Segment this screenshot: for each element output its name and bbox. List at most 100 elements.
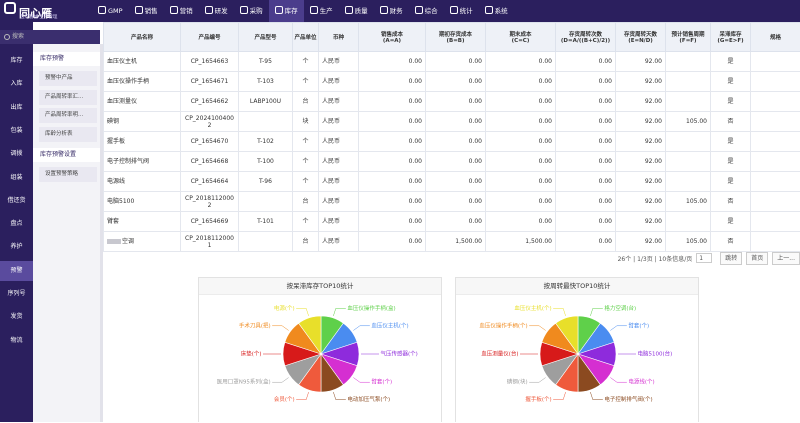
table-cell: 92.00 (616, 72, 666, 92)
page-input[interactable]: 1 (696, 253, 712, 263)
table-cell: CP_1654663 (181, 52, 239, 72)
prev-button[interactable]: 上一... (772, 252, 800, 265)
table-cell: 0.00 (486, 132, 556, 152)
slice-label: 床垫(个) (241, 350, 262, 358)
submenu-item[interactable]: 产品周转率明... (39, 108, 97, 123)
column-header: 期末成本 (C=C) (486, 23, 556, 52)
nav-item[interactable]: 财务 (374, 0, 409, 22)
submenu-item[interactable]: 预警中产品 (39, 71, 97, 86)
chart-card: 按周转最快TOP10统计格力空调(台)臂套(个)电脑5100(台)电源线(个)电… (455, 277, 699, 422)
search-box[interactable]: 搜索 (0, 30, 100, 44)
slice-label: 握手板(个) (525, 395, 551, 403)
table-cell: 1,500.00 (486, 232, 556, 252)
table-cell: CP_20241004002 (181, 112, 239, 132)
nav-label: 研发 (215, 7, 228, 15)
sidebar-item[interactable]: 出库 (0, 98, 33, 118)
table-cell (751, 72, 800, 92)
table-cell (751, 112, 800, 132)
chart-card: 按呆滞库存TOP10统计血压仪操作手柄(盒)血压仪主机(个)气压传感器(个)臂套… (198, 277, 442, 422)
table-cell: 是 (711, 92, 751, 112)
leader-line (333, 392, 345, 400)
table-cell: T-100 (239, 152, 293, 172)
table-cell: 否 (711, 192, 751, 212)
submenu-item[interactable]: 产品周转率汇... (39, 90, 97, 105)
submenu-item[interactable]: 库龄分析表 (39, 127, 97, 142)
nav-item[interactable]: 营销 (164, 0, 199, 22)
sidebar-item[interactable]: 组装 (0, 168, 33, 188)
nav-item[interactable]: 研发 (199, 0, 234, 22)
table-cell: 0.00 (556, 192, 616, 212)
table-cell: CP_1654668 (181, 152, 239, 172)
sidebar-item[interactable]: 库存 (0, 51, 33, 71)
table-cell: LABP100U (239, 92, 293, 112)
table-cell (751, 92, 800, 112)
slice-label: 血压测量仪(台) (481, 350, 518, 358)
table-cell: 人民币 (319, 112, 359, 132)
nav-label: GMP (108, 7, 123, 15)
nav-item[interactable]: 生产 (304, 0, 339, 22)
sidebar-item[interactable]: 包装 (0, 121, 33, 141)
submenu-group[interactable]: 库存预警设置 (33, 148, 100, 162)
table-cell: 人民币 (319, 212, 359, 232)
leader-line (610, 378, 626, 383)
table-cell: CP_1654664 (181, 172, 239, 192)
sidebar-item[interactable]: 养护 (0, 237, 33, 257)
table-cell: 是 (711, 152, 751, 172)
column-header: 产品型号 (239, 23, 293, 52)
sidebar-item[interactable]: 物流 (0, 331, 33, 351)
slice-label: 臂套(个) (628, 321, 649, 329)
table-cell: 92.00 (616, 192, 666, 212)
table-cell: 0.00 (426, 152, 486, 172)
nav-item[interactable]: 质量 (339, 0, 374, 22)
table-cell: 电子控制排气阀 (104, 152, 181, 172)
slice-label: 血压仪主机(个) (514, 304, 551, 312)
sidebar-item[interactable]: 调拨 (0, 144, 33, 164)
nav-icon (310, 6, 318, 14)
nav-item[interactable]: GMP (92, 0, 129, 22)
table-cell: 0.00 (486, 52, 556, 72)
table-cell: 个 (293, 212, 319, 232)
nav-label: 质量 (355, 7, 368, 15)
column-header: 产品编号 (181, 23, 239, 52)
nav-item[interactable]: 系统 (479, 0, 514, 22)
sidebar: 库存入库出库包装调拨组装借还货盘点养护预警序列号发货物流 (0, 22, 33, 422)
top-bar: 同心雁医疗器械·生产管理 GMP 销售营销 研发采购库存生产 质量财务 综合统计系统 (0, 0, 800, 22)
sidebar-item[interactable]: 入库 (0, 74, 33, 94)
table-cell: 人民币 (319, 72, 359, 92)
column-header: 存货周转天数 (E=N/D) (616, 23, 666, 52)
table-cell: 92.00 (616, 172, 666, 192)
table-cell (666, 212, 711, 232)
jump-button[interactable]: 跳转 (720, 252, 742, 265)
table-cell: T-95 (239, 52, 293, 72)
submenu-item[interactable]: 设置预警策略 (39, 167, 97, 182)
table-cell: 是 (711, 72, 751, 92)
logo[interactable]: 同心雁医疗器械·生产管理 (4, 2, 52, 21)
table-cell: 人民币 (319, 92, 359, 112)
slice-label: 电子控制排气阀(个) (604, 395, 652, 403)
sidebar-item[interactable]: 序列号 (0, 284, 33, 304)
table-cell: 0.00 (359, 152, 426, 172)
sidebar-item[interactable]: 发货 (0, 307, 33, 327)
nav-item[interactable]: 综合 (409, 0, 444, 22)
column-header: 产品单位 (293, 23, 319, 52)
sidebar-item[interactable]: 盘点 (0, 214, 33, 234)
nav-item[interactable]: 库存 (269, 0, 304, 22)
table-cell: 92.00 (616, 52, 666, 72)
table-cell: 0.00 (556, 172, 616, 192)
submenu-group[interactable]: 库存预警 (33, 52, 100, 66)
table-cell: 个 (293, 72, 319, 92)
nav-item[interactable]: 销售 (129, 0, 164, 22)
first-button[interactable]: 首页 (746, 252, 768, 265)
sidebar-item[interactable]: 借还货 (0, 191, 33, 211)
nav-item[interactable]: 采购 (234, 0, 269, 22)
nav-item[interactable]: 统计 (444, 0, 479, 22)
nav-label: 综合 (425, 7, 438, 15)
slice-label: 血压仪操作手柄(个) (479, 321, 527, 329)
table-cell: 0.00 (486, 152, 556, 172)
nav-icon (415, 6, 423, 14)
sidebar-item[interactable]: 预警 (0, 261, 33, 281)
